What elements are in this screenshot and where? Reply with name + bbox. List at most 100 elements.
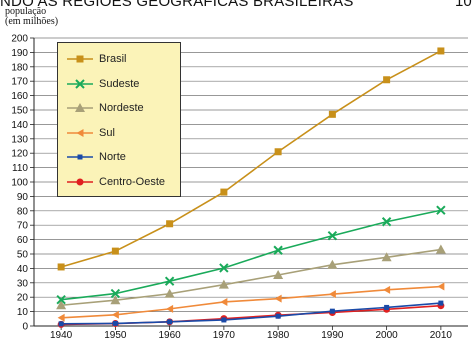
legend-label: Nordeste [99, 102, 144, 114]
y-tick-label: 130 [11, 134, 28, 145]
y-axis-label-line1: população [5, 6, 47, 17]
y-tick-label: 0 [22, 322, 28, 333]
legend-label: Norte [99, 151, 126, 163]
data-point-sudeste [219, 263, 229, 273]
y-tick-label: 20 [17, 293, 29, 304]
y-tick-label: 80 [17, 206, 29, 217]
legend-swatch-nordeste [67, 103, 93, 112]
data-point-norte [112, 320, 118, 326]
y-tick-label: 30 [17, 278, 29, 289]
data-point-nordeste [56, 300, 67, 310]
x-tick-label: 1970 [213, 330, 236, 340]
x-tick-label: 1950 [104, 330, 127, 340]
legend-swatch-brasil [67, 55, 93, 63]
data-point-nordeste [164, 288, 175, 298]
data-point-brasil [437, 47, 445, 55]
data-point-nordeste [273, 270, 284, 280]
y-tick-label: 160 [11, 91, 28, 102]
data-point-nordeste [218, 279, 229, 289]
y-tick-label: 60 [17, 235, 29, 246]
series-line-sul [61, 285, 441, 319]
series-line-nordeste [61, 248, 441, 307]
data-point-sudeste [381, 217, 392, 227]
data-point-sul [166, 304, 174, 313]
data-point-brasil [220, 188, 228, 196]
y-tick-label: 200 [11, 34, 28, 45]
data-point-sudeste [327, 231, 338, 241]
y-tick-label: 50 [17, 250, 29, 261]
data-point-sul [328, 290, 336, 299]
data-point-sudeste [110, 288, 121, 299]
y-tick-label: 140 [11, 120, 28, 131]
legend-item-sudeste: Sudeste [66, 76, 139, 92]
series-line-brasil [60, 50, 442, 268]
y-tick-label: 190 [11, 48, 28, 59]
legend-swatch-marker [75, 103, 85, 112]
y-tick-label: 100 [11, 178, 28, 189]
x-tick-label: 1960 [159, 330, 182, 340]
legend-label: Sul [99, 126, 115, 139]
data-point-norte [384, 304, 390, 310]
y-tick-label: 180 [11, 62, 28, 73]
data-point-sul [274, 294, 282, 303]
data-point-nordeste [381, 252, 392, 262]
y-tick-label: 70 [17, 221, 29, 232]
chart-legend: Brasil Sudeste Nordeste Sul Norte Centro-Oest… [57, 42, 181, 197]
y-axis-label-line2: (em milhões) [5, 16, 59, 27]
data-point-brasil [328, 110, 336, 118]
data-point-norte [329, 308, 335, 314]
data-point-sul [57, 313, 65, 322]
x-tick-label: 1980 [267, 330, 290, 340]
legend-item-centro-oeste: Centro-Oeste [66, 174, 165, 190]
data-point-nordeste [435, 244, 446, 254]
x-tick-label: 1990 [321, 330, 344, 340]
legend-item-norte: Norte [66, 149, 126, 165]
data-point-sudeste [273, 245, 283, 255]
data-point-brasil [166, 220, 174, 228]
page-number: 10 [455, 0, 472, 10]
legend-item-brasil: Brasil [66, 51, 127, 67]
legend-item-nordeste: Nordeste [66, 100, 144, 116]
legend-label: Brasil [99, 53, 127, 65]
data-point-norte [275, 313, 281, 319]
data-point-sul [383, 285, 391, 294]
data-point-norte [438, 300, 444, 306]
legend-swatch-sul [67, 128, 93, 137]
legend-label: Sudeste [99, 77, 140, 90]
x-tick-label: 1940 [50, 330, 73, 340]
y-tick-label: 170 [11, 77, 28, 88]
data-point-sudeste [164, 276, 175, 286]
legend-swatch-marker [75, 78, 85, 89]
legend-swatch-sudeste [67, 78, 93, 89]
y-axis-label: população (em milhões) [5, 7, 58, 27]
data-point-sudeste [436, 205, 446, 215]
legend-item-sul: Sul [66, 125, 115, 141]
legend-swatch-marker [76, 55, 84, 63]
data-point-brasil [57, 263, 65, 271]
data-point-norte [221, 317, 227, 323]
data-point-norte [167, 319, 173, 325]
y-tick-label: 150 [11, 106, 28, 117]
data-point-sul [437, 282, 445, 291]
data-point-nordeste [327, 259, 338, 269]
series-line-sudeste [61, 209, 442, 301]
data-point-brasil [274, 148, 282, 156]
data-point-sul [111, 310, 119, 319]
y-tick-label: 120 [11, 149, 28, 160]
data-point-brasil [111, 247, 119, 255]
y-tick-label: 10 [17, 307, 29, 318]
data-point-norte [58, 321, 64, 327]
data-point-nordeste [110, 295, 121, 305]
x-tick-label: 2010 [430, 330, 453, 340]
data-point-brasil [383, 76, 391, 84]
legend-swatch-marker [77, 154, 83, 160]
y-tick-label: 110 [12, 163, 28, 174]
series-line-norte [61, 302, 441, 325]
legend-label: Centro-Oeste [99, 175, 166, 188]
y-tick-label: 40 [17, 264, 29, 275]
legend-swatch-marker [76, 178, 84, 185]
page-title-fragment: NDO AS REGIÕES GEOGRÁFICAS BRASILEIRAS [0, 0, 354, 10]
y-tick-label: 90 [17, 192, 29, 203]
legend-swatch-centro-oeste [67, 178, 93, 185]
legend-swatch-marker [76, 128, 84, 137]
